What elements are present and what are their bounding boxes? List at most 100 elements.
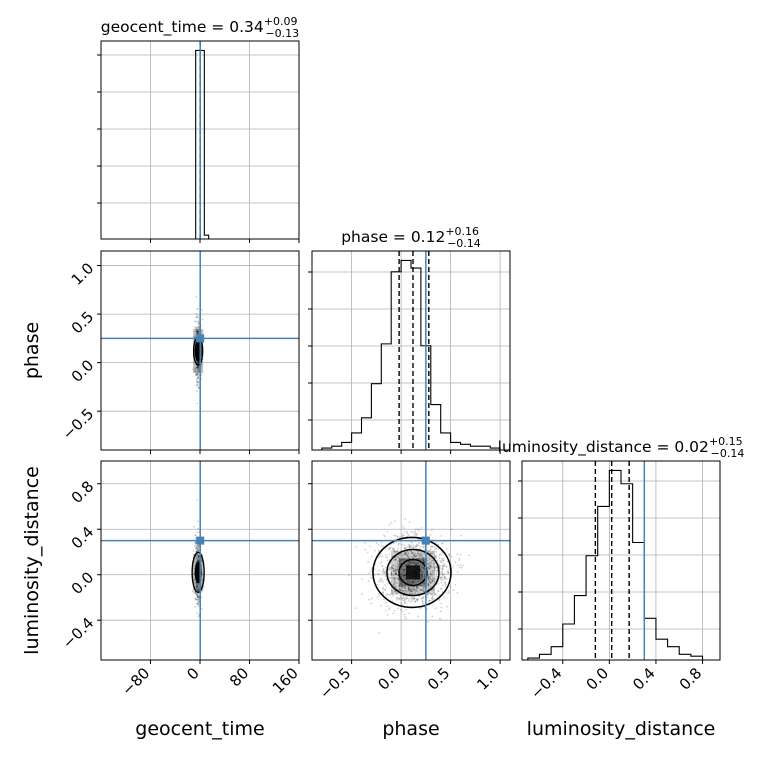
sample-point: [197, 332, 200, 334]
sample-point: [398, 585, 401, 588]
title-luminosity-distance: luminosity_distance = 0.02+0.15 −0.14: [498, 435, 745, 460]
sample-point: [417, 562, 420, 565]
sample-point: [396, 607, 399, 610]
sample-point: [394, 534, 397, 537]
sample-point: [387, 548, 390, 551]
sample-point: [439, 553, 441, 556]
sample-point: [195, 546, 198, 549]
sample-point: [397, 577, 399, 580]
sample-point: [428, 550, 431, 553]
sample-point: [386, 613, 389, 616]
sample-point: [414, 600, 416, 603]
sample-point: [382, 568, 385, 571]
sample-point: [393, 577, 396, 579]
sample-point: [408, 588, 410, 591]
panel-phase-vs-geocent-time: −0.5 0.0 0.5 1.0: [59, 250, 300, 454]
title-main: luminosity_distance = 0.02: [498, 438, 709, 457]
sample-point: [429, 552, 432, 555]
sample-point: [408, 563, 410, 566]
sample-point: [373, 573, 376, 576]
sample-point: [419, 557, 421, 560]
sample-point: [431, 578, 434, 581]
sample-point: [414, 600, 416, 603]
sample-point: [404, 574, 407, 576]
sample-point: [198, 554, 200, 557]
sample-point: [404, 602, 407, 605]
sample-point: [439, 610, 442, 613]
sample-point: [376, 596, 379, 599]
sample-point: [400, 575, 403, 578]
contour-line: [386, 548, 440, 597]
sample-point: [196, 368, 199, 370]
sample-point: [196, 330, 199, 332]
sample-point: [402, 596, 404, 599]
panel-border: [311, 250, 511, 451]
sample-point: [405, 598, 407, 600]
sample-point: [445, 566, 448, 568]
sample-point: [403, 600, 405, 602]
sample-point: [197, 330, 199, 332]
sample-point: [410, 588, 412, 591]
sample-point: [419, 567, 422, 569]
sample-point: [406, 562, 409, 565]
sample-point: [413, 554, 416, 557]
sample-point: [438, 557, 441, 560]
sample-point: [397, 543, 400, 546]
sample-point: [196, 330, 198, 332]
sample-point: [431, 579, 434, 582]
sample-point: [198, 595, 200, 598]
y-axis-label-luminosity-distance: luminosity_distance: [21, 466, 43, 655]
contour-line: [398, 558, 428, 587]
sample-cloud: [191, 499, 205, 618]
sample-point: [368, 545, 371, 548]
sample-point: [441, 574, 444, 577]
sample-point: [427, 585, 430, 587]
sample-point: [402, 553, 405, 556]
sample-point: [426, 562, 429, 565]
sample-point: [411, 579, 414, 582]
sample-point: [441, 575, 443, 578]
sample-point: [384, 575, 387, 577]
sample-point: [402, 570, 405, 573]
sample-point: [412, 581, 415, 584]
sample-point: [419, 556, 421, 558]
sample-point: [431, 598, 434, 600]
sample-point: [430, 546, 433, 548]
sample-point: [197, 528, 200, 530]
sample-point: [414, 582, 417, 584]
sample-point: [197, 326, 200, 329]
sample-point: [420, 578, 422, 581]
sample-point: [370, 555, 373, 558]
sample-point: [441, 557, 443, 560]
sample-point: [194, 581, 197, 584]
sample-point: [428, 563, 430, 566]
contour-line: [191, 551, 205, 594]
sample-point: [431, 593, 433, 596]
sample-point: [402, 576, 404, 578]
sample-point: [408, 592, 411, 595]
sample-point: [195, 321, 197, 323]
sample-point: [430, 529, 433, 531]
sample-point: [200, 559, 203, 562]
sample-point: [196, 332, 199, 334]
sample-point: [439, 567, 442, 570]
sample-point: [197, 362, 200, 365]
sample-point: [197, 332, 200, 335]
sample-point: [197, 602, 199, 605]
sample-point: [431, 599, 434, 602]
sample-point: [420, 589, 422, 592]
sample-point: [395, 550, 398, 553]
sample-point: [435, 542, 438, 544]
contour-line: [372, 536, 452, 609]
sample-point: [404, 586, 407, 589]
x-axis-label-phase: phase: [382, 718, 439, 740]
sample-point: [452, 565, 454, 568]
sample-point: [414, 530, 417, 533]
sample-point: [426, 596, 429, 599]
sample-point: [389, 567, 391, 570]
sample-point: [197, 555, 200, 558]
sample-point: [418, 580, 421, 582]
sample-point: [197, 372, 200, 375]
sample-point: [195, 371, 198, 373]
sample-point: [403, 544, 406, 547]
